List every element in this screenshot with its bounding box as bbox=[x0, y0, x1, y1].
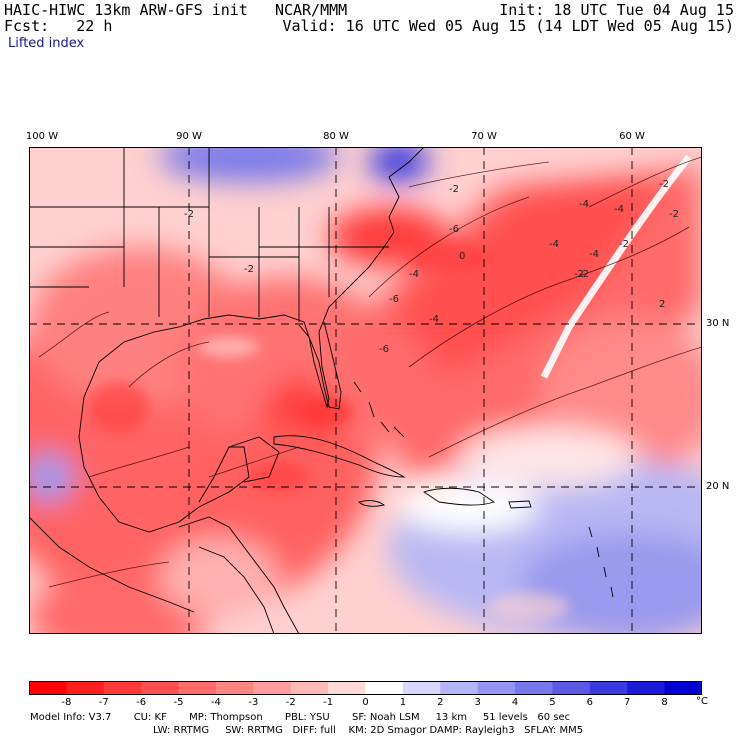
colorbar-tick-label: 3 bbox=[474, 697, 481, 708]
colorbar-swatch bbox=[103, 681, 142, 695]
colorbar-tick-label: -1 bbox=[323, 697, 334, 708]
contour-label-group: -2 -4 -6 -4 -2 -2 -4 -6 -4 -2 -2 -4 -6 0… bbox=[184, 179, 679, 355]
colorbar-tick-label: 0 bbox=[362, 697, 369, 708]
contour-label: 0 bbox=[459, 251, 465, 262]
colorbar-swatch bbox=[402, 681, 441, 695]
colorbar-tick-label: -4 bbox=[210, 697, 221, 708]
lon-label-80w: 80 W bbox=[323, 131, 349, 142]
contour-label: -6 bbox=[449, 224, 459, 235]
colorbar-swatch bbox=[29, 681, 67, 695]
contour-label: -4 bbox=[589, 249, 599, 260]
footer-mp: MP: Thompson bbox=[189, 712, 263, 723]
colorbar-swatch bbox=[328, 681, 366, 695]
colorbar-unit: °C bbox=[696, 696, 708, 707]
colorbar-swatch bbox=[215, 681, 254, 695]
footer-sf: SF: Noah LSM bbox=[351, 712, 420, 723]
contour-label: -6 bbox=[379, 344, 389, 355]
footer-line-2: LW: RRTMG SW: RRTMG DIFF: full KM: 2D Sm… bbox=[153, 725, 583, 736]
contour-lines bbox=[38, 156, 702, 588]
colorbar-swatch bbox=[477, 681, 516, 695]
colorbar-tick-label: 8 bbox=[661, 697, 668, 708]
footer-sw: SW: RRTMG bbox=[225, 725, 283, 736]
header-valid-time: Valid: 16 UTC Wed 05 Aug 15 (14 LDT Wed … bbox=[282, 17, 734, 35]
colorbar-frame bbox=[29, 681, 702, 695]
colorbar-svg bbox=[29, 681, 703, 695]
colorbar-swatch bbox=[290, 681, 329, 695]
colorbar-swatch bbox=[664, 681, 703, 695]
lifted-index-map: -2 -4 -6 -4 -2 -2 -4 -6 -4 -2 -2 -4 -6 0… bbox=[29, 147, 702, 634]
contour-label: -4 bbox=[614, 204, 624, 215]
lon-label-90w: 90 W bbox=[176, 131, 202, 142]
colorbar-tick-label: -2 bbox=[285, 697, 296, 708]
footer-levels: 51 levels bbox=[482, 712, 528, 723]
colorbar-swatch bbox=[440, 681, 479, 695]
contour-label: -2 bbox=[184, 209, 194, 220]
colorbar-swatch bbox=[253, 681, 292, 695]
footer-damp: DAMP: Rayleigh3 bbox=[429, 725, 515, 736]
graticule bbox=[29, 147, 702, 634]
footer-pbl: PBL: YSU bbox=[284, 712, 330, 723]
colorbar-tick-label: -6 bbox=[136, 697, 147, 708]
footer-line-1: Model Info: V3.7 CU: KF MP: Thompson PBL… bbox=[30, 712, 570, 723]
colorbar-swatch bbox=[66, 681, 105, 695]
footer-diff: DIFF: full bbox=[292, 725, 336, 736]
field-name: Lifted index bbox=[8, 36, 85, 51]
footer-timestep: 60 sec bbox=[537, 712, 571, 723]
colorbar-swatch bbox=[552, 681, 591, 695]
contour-label: 2 bbox=[659, 299, 665, 310]
colorbar-tick-label: -8 bbox=[61, 697, 72, 708]
contour-label: -2 bbox=[619, 239, 629, 250]
colorbar-swatch bbox=[365, 681, 404, 695]
map-frame bbox=[29, 147, 702, 634]
colorbar-swatch bbox=[178, 681, 217, 695]
colorbar-tick-label: -5 bbox=[173, 697, 184, 708]
colorbar-swatch bbox=[589, 681, 628, 695]
lat-label-30n: 30 N bbox=[706, 318, 730, 329]
colorbar-swatch bbox=[627, 681, 666, 695]
colorbar-tick-label: 1 bbox=[399, 697, 407, 708]
footer-model-info: Model Info: V3.7 bbox=[30, 712, 112, 723]
header-model: HAIC-HIWC 13km ARW-GFS init NCAR/MMM bbox=[4, 1, 348, 19]
contour-label: -4 bbox=[579, 199, 589, 210]
colorbar-tick-label: -3 bbox=[248, 697, 259, 708]
colorbar-tick-label: -7 bbox=[98, 697, 109, 708]
contour-label: -6 bbox=[389, 294, 399, 305]
contour-label: -4 bbox=[549, 239, 559, 250]
colorbar-swatch bbox=[515, 681, 553, 695]
contour-label: -2 bbox=[449, 184, 459, 195]
header-forecast: Fcst: 22 h bbox=[4, 17, 113, 35]
colorbar-tick-label: 7 bbox=[624, 697, 631, 708]
lon-label-60w: 60 W bbox=[619, 131, 645, 142]
positive-streak bbox=[540, 154, 692, 379]
lat-label-20n: 20 N bbox=[706, 481, 730, 492]
lon-label-100w: 100 W bbox=[25, 131, 59, 142]
contour-label: -2 bbox=[659, 179, 669, 190]
footer-sflay: SFLAY: MM5 bbox=[524, 725, 584, 736]
field-texture bbox=[89, 242, 569, 622]
footer-lw: LW: RRTMG bbox=[153, 725, 210, 736]
contour-label: -2 bbox=[244, 264, 254, 275]
colorbar-tick-label: 6 bbox=[586, 697, 594, 708]
contour-label: -2 bbox=[574, 269, 584, 280]
contour-label: -2 bbox=[669, 209, 679, 220]
footer-km: KM: 2D Smagor bbox=[348, 725, 427, 736]
colorbar-tick-label: 5 bbox=[549, 697, 556, 708]
colorbar-tick-label: 2 bbox=[437, 697, 444, 708]
header-init-time: Init: 18 UTC Tue 04 Aug 15 bbox=[499, 1, 734, 19]
colorbar bbox=[29, 680, 703, 695]
colorbar-swatch bbox=[141, 681, 180, 695]
contour-label: -4 bbox=[409, 269, 419, 280]
footer-resolution: 13 km bbox=[435, 712, 467, 723]
footer-cu: CU: KF bbox=[133, 712, 167, 723]
colorbar-tick-label: 4 bbox=[511, 697, 519, 708]
contour-label: -4 bbox=[429, 314, 439, 325]
contour-label: -2 bbox=[579, 269, 589, 280]
lon-label-70w: 70 W bbox=[471, 131, 497, 142]
